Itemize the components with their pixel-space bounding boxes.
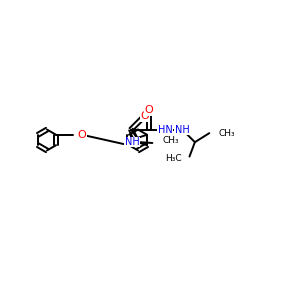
Text: CH₃: CH₃ bbox=[162, 136, 179, 146]
Text: NH: NH bbox=[175, 124, 190, 135]
Text: O: O bbox=[145, 105, 153, 115]
Text: NH: NH bbox=[125, 137, 140, 147]
Text: H₃C: H₃C bbox=[165, 154, 181, 163]
Text: O: O bbox=[78, 130, 86, 140]
Text: O: O bbox=[140, 111, 149, 121]
Text: HN: HN bbox=[158, 124, 172, 135]
Text: CH₃: CH₃ bbox=[218, 129, 235, 138]
